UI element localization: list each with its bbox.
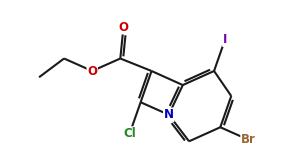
Text: O: O xyxy=(118,21,128,34)
Text: N: N xyxy=(164,108,174,121)
Text: Cl: Cl xyxy=(123,127,136,140)
Text: O: O xyxy=(87,64,97,77)
Text: I: I xyxy=(223,33,227,46)
Text: Br: Br xyxy=(241,133,256,146)
